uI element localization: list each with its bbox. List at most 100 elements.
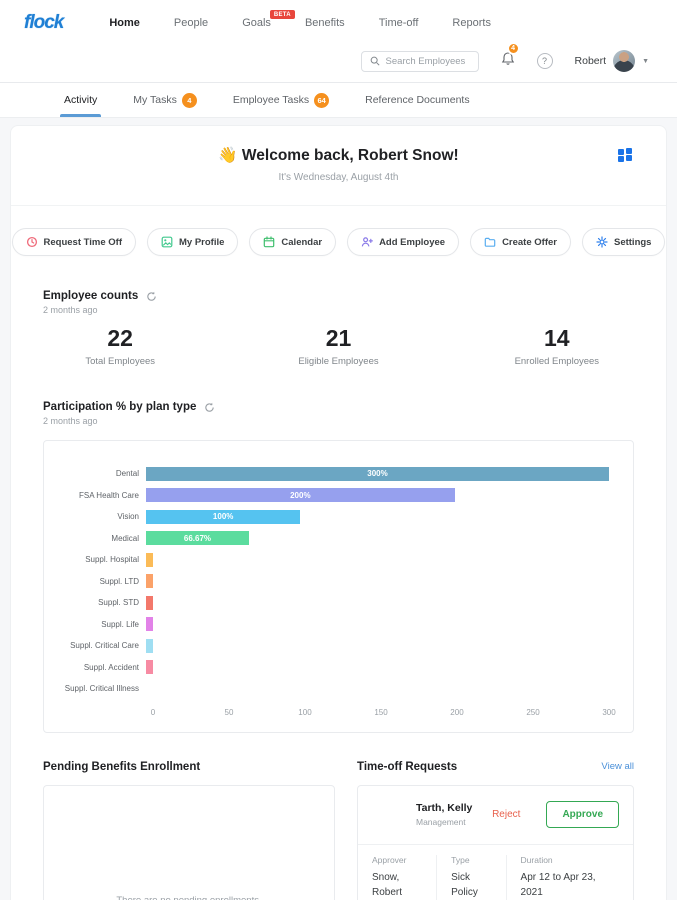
chart-x-tick: 200	[450, 707, 464, 717]
tab-my-tasks[interactable]: My Tasks 4	[133, 83, 197, 117]
refresh-icon[interactable]	[146, 291, 157, 302]
user-name: Robert	[574, 55, 607, 67]
beta-badge: BETA	[269, 10, 295, 19]
stat-value: 22	[107, 325, 133, 351]
page-title: 👋 Welcome back, Robert Snow!	[218, 147, 459, 164]
person-add-icon	[361, 236, 373, 248]
request-time-off-button[interactable]: Request Time Off	[11, 228, 136, 256]
participation-title: Participation % by plan type	[43, 401, 197, 413]
stat-value: 21	[325, 325, 352, 351]
chart-bar-row: Suppl. Critical Care	[50, 635, 609, 657]
top-header: flock Home People Goals BETA Benefits Time-of…	[0, 0, 677, 82]
chart-bar-row: Suppl. STD	[50, 592, 609, 614]
action-label: Settings	[613, 236, 652, 248]
stat-label: Eligible Employees	[298, 356, 379, 367]
tab-label: Activity	[64, 94, 98, 106]
main-nav: Home People Goals BETA Benefits Time-off Repor…	[109, 10, 491, 29]
chart-bar-value-label: 100%	[212, 512, 234, 522]
requester-role: Management	[416, 817, 466, 827]
tab-label: Reference Documents	[365, 94, 470, 106]
chart-x-tick: 100	[298, 707, 312, 717]
chart-bar	[146, 595, 154, 610]
flock-logo[interactable]: flock	[24, 12, 64, 33]
employee-counts-title: Employee counts	[43, 290, 139, 302]
chart-bar-row: Suppl. Hospital	[50, 549, 609, 571]
action-label: Calendar	[281, 236, 323, 248]
search-icon	[370, 56, 380, 66]
chart-category-label: Medical	[111, 533, 139, 543]
stat-label: Total Employees	[85, 356, 156, 367]
eligible-employees-stat: 21 Eligible Employees	[229, 325, 447, 367]
pending-enrollment-card: There are no pending enrollments.	[43, 784, 335, 900]
layout-grid-icon[interactable]	[618, 148, 632, 162]
requester-avatar	[372, 798, 406, 832]
total-employees-stat: 22 Total Employees	[11, 325, 229, 367]
tab-activity[interactable]: Activity	[59, 83, 102, 117]
chart-bar-row: Dental 300%	[50, 463, 609, 485]
create-offer-button[interactable]: Create Offer	[470, 228, 571, 256]
requester-name: Tarth, Kelly	[416, 802, 473, 814]
search-box[interactable]	[360, 50, 479, 72]
settings-button[interactable]: Settings	[581, 228, 666, 256]
chart-bar: 300%	[146, 466, 609, 481]
chart-category-label: Suppl. Life	[101, 619, 139, 629]
nav-item-benefits[interactable]: Benefits	[304, 17, 345, 29]
chart-bar-value-label: 300%	[367, 469, 388, 479]
stat-value: 14	[544, 325, 570, 351]
my-profile-button[interactable]: My Profile	[147, 228, 239, 256]
user-avatar	[613, 50, 636, 72]
dashboard-card: 👋 Welcome back, Robert Snow! It's Wednes…	[10, 125, 667, 900]
action-label: Add Employee	[379, 236, 446, 248]
nav-item-goals[interactable]: Goals BETA	[242, 10, 295, 29]
chart-category-label: Dental	[115, 469, 139, 479]
chart-category-label: Suppl. Critical Care	[70, 641, 139, 651]
chart-category-label: Suppl. STD	[98, 598, 139, 608]
calendar-icon	[263, 236, 275, 248]
chart-bar	[146, 638, 154, 653]
approve-button[interactable]: Approve	[546, 801, 619, 828]
user-menu[interactable]: Robert ▼	[575, 50, 649, 72]
chart-x-tick: 300	[602, 707, 616, 717]
clock-icon	[26, 236, 38, 248]
enrolled-employees-stat: 14 Enrolled Employees	[448, 325, 666, 367]
chart-bar: 100%	[146, 509, 301, 524]
chart-bar-row: FSA Health Care 200%	[50, 485, 609, 507]
calendar-button[interactable]: Calendar	[249, 228, 337, 256]
action-label: My Profile	[179, 236, 225, 248]
chart-x-axis: 0 50 100 150 200 250 300	[150, 707, 616, 724]
add-employee-button[interactable]: Add Employee	[347, 228, 460, 256]
divider	[11, 205, 666, 206]
refresh-icon[interactable]	[204, 402, 215, 413]
page-tabs: Activity My Tasks 4 Employee Tasks 64 Referen…	[0, 83, 677, 118]
tab-reference-documents[interactable]: Reference Documents	[365, 83, 469, 117]
nav-item-people[interactable]: People	[173, 17, 209, 29]
chart-bar-row: Suppl. Accident	[50, 657, 609, 679]
help-button[interactable]: ?	[536, 53, 553, 69]
profile-image-icon	[161, 236, 173, 248]
quick-actions: Request Time Off My Profile Calendar Add Em…	[11, 228, 666, 256]
chart-bar-row: Suppl. LTD	[50, 571, 609, 593]
chart-category-label: Suppl. Hospital	[85, 555, 139, 565]
tab-label: My Tasks	[133, 94, 177, 106]
nav-item-home[interactable]: Home	[109, 17, 140, 29]
chart-x-tick: 0	[150, 707, 156, 717]
employee-counts-updated: 2 months ago	[43, 305, 98, 315]
stat-label: Enrolled Employees	[514, 356, 600, 367]
timeoff-requests-title: Time-off Requests	[357, 760, 458, 773]
tab-count-badge: 64	[314, 92, 330, 108]
notifications-button[interactable]: 4	[501, 42, 520, 71]
search-input[interactable]	[385, 55, 476, 67]
gear-icon	[596, 236, 608, 248]
view-all-link[interactable]: View all	[601, 761, 634, 772]
tab-employee-tasks[interactable]: Employee Tasks 64	[232, 83, 330, 117]
chart-category-label: Suppl. LTD	[99, 576, 139, 586]
tab-label: Employee Tasks	[232, 94, 310, 106]
reject-button[interactable]: Reject	[492, 809, 521, 820]
folder-icon	[484, 236, 496, 248]
nav-item-reports[interactable]: Reports	[452, 17, 491, 29]
approver-value: Snow, Robert	[372, 871, 403, 898]
chart-bar	[146, 574, 154, 589]
chart-category-label: Vision	[117, 512, 139, 522]
nav-item-time-off[interactable]: Time-off	[378, 17, 419, 29]
chevron-down-icon: ▼	[642, 57, 649, 65]
